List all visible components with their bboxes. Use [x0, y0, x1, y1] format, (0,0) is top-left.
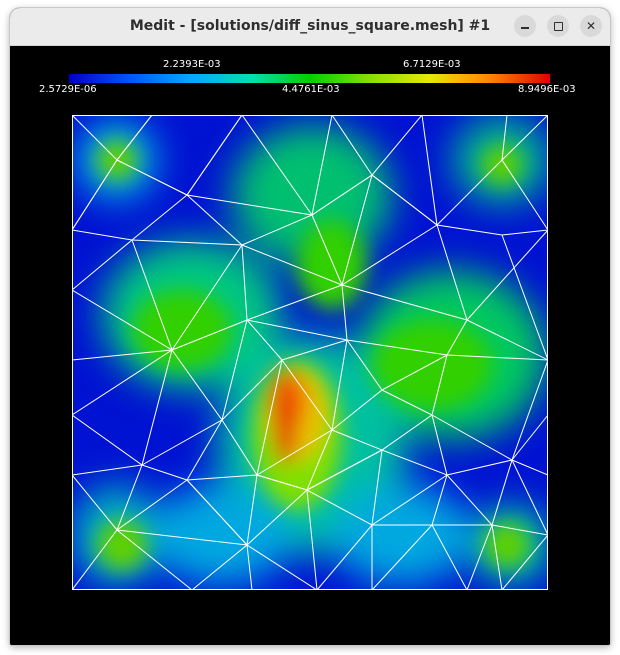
colorbar-top-label-1: 2.2393E-03 [163, 59, 221, 70]
medit-window: Medit - [solutions/diff_sinus_square.mes… [10, 8, 610, 645]
maximize-icon [553, 21, 563, 31]
colorbar-mid-label: 4.4761E-03 [282, 84, 340, 95]
mesh-plot[interactable] [72, 115, 548, 590]
minimize-button[interactable] [514, 15, 536, 37]
colorbar-max-label: 8.9496E-03 [518, 84, 576, 95]
title-bar[interactable]: Medit - [solutions/diff_sinus_square.mes… [10, 8, 610, 46]
mesh-edges [72, 115, 548, 590]
colorbar-top-label-2: 6.7129E-03 [403, 59, 461, 70]
close-icon: ✕ [585, 19, 597, 33]
maximize-button[interactable] [547, 15, 569, 37]
close-button[interactable]: ✕ [580, 15, 602, 37]
render-viewport[interactable]: 2.2393E-03 6.7129E-03 2.5729E-06 4.4761E… [10, 46, 610, 645]
minimize-icon [521, 27, 529, 29]
window-title: Medit - [solutions/diff_sinus_square.mes… [129, 18, 491, 34]
colorbar-min-label: 2.5729E-06 [39, 84, 97, 95]
colorbar [69, 74, 550, 83]
